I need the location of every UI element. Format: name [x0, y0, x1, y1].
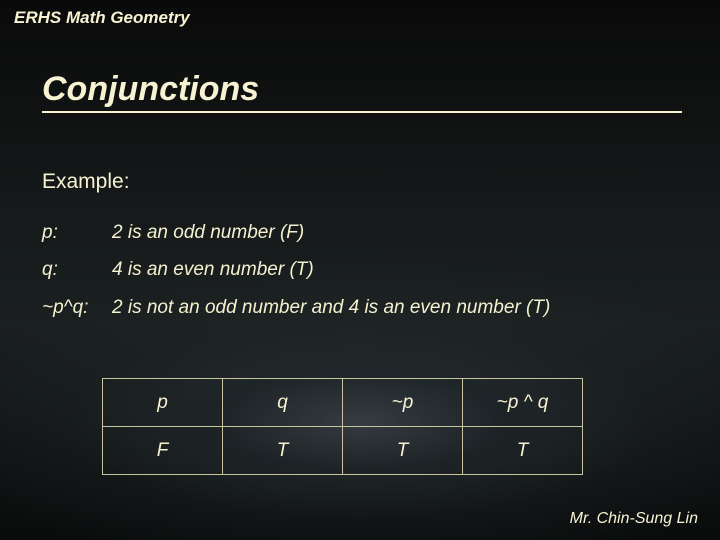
truth-table: p q ~p ~p ^ q F T T T: [102, 378, 583, 475]
table-header-row: p q ~p ~p ^ q: [103, 379, 583, 427]
statement-p-label: p:: [42, 218, 112, 247]
cell-q: T: [223, 427, 343, 475]
statement-p-text: 2 is an odd number (F): [112, 218, 682, 247]
cell-p: F: [103, 427, 223, 475]
col-result: ~p ^ q: [463, 379, 583, 427]
col-p: p: [103, 379, 223, 427]
statements-block: p: 2 is an odd number (F) q: 4 is an eve…: [42, 218, 682, 330]
statement-combined-text: 2 is not an odd number and 4 is an even …: [112, 293, 682, 322]
statement-combined-label: ~p^q:: [42, 293, 112, 322]
table-row: F T T T: [103, 427, 583, 475]
cell-result: T: [463, 427, 583, 475]
cell-not-p: T: [343, 427, 463, 475]
statement-q: q: 4 is an even number (T): [42, 255, 682, 284]
slide-title: Conjunctions: [42, 70, 682, 113]
statement-combined: ~p^q: 2 is not an odd number and 4 is an…: [42, 293, 682, 322]
col-not-p: ~p: [343, 379, 463, 427]
course-header: ERHS Math Geometry: [14, 8, 190, 28]
example-label: Example:: [42, 170, 130, 194]
author-footer: Mr. Chin-Sung Lin: [570, 510, 698, 528]
statement-q-text: 4 is an even number (T): [112, 255, 682, 284]
statement-q-label: q:: [42, 255, 112, 284]
statement-p: p: 2 is an odd number (F): [42, 218, 682, 247]
col-q: q: [223, 379, 343, 427]
